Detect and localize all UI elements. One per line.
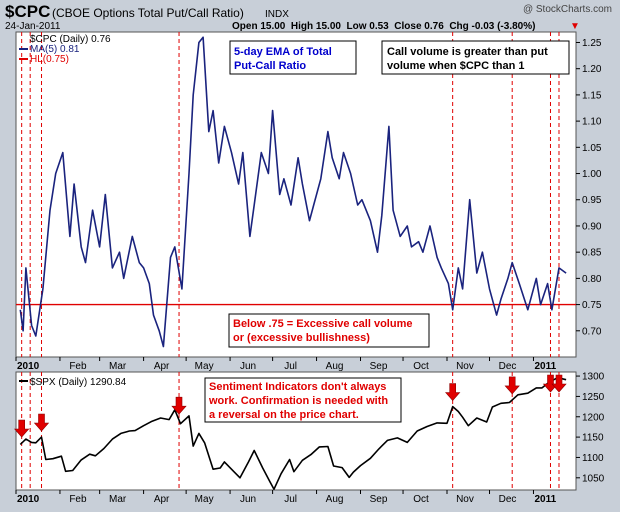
- quote-line: Open 15.00 High 15.00 Low 0.53 Close 0.7…: [232, 21, 535, 32]
- x-bottom-label: Jun: [240, 494, 256, 505]
- y-top-tick-label: 0.70: [582, 326, 602, 337]
- sentiment-annotation-box: [204, 377, 402, 423]
- ema-annotation-line2: Put-Call Ratio: [234, 60, 306, 72]
- spx-series: [19, 376, 567, 491]
- ema-annotation-line1: 5-day EMA of Total: [234, 46, 332, 58]
- x-top-label: Dec: [499, 361, 517, 372]
- below-annotation-box: [228, 313, 430, 348]
- y-top-tick-label: 0.75: [582, 300, 602, 311]
- quote-arrow-icon: ▼: [570, 21, 580, 32]
- x-bottom-label: 2010: [17, 494, 40, 505]
- y-top-tick-label: 0.80: [582, 274, 602, 285]
- y-top-tick-label: 0.85: [582, 248, 602, 259]
- y-top-tick-label: 1.05: [582, 143, 602, 154]
- legend-hl: HL(0.75): [30, 54, 69, 65]
- signal-arrow-icon: [14, 419, 30, 438]
- call-volume-annotation: Call volume is greater than put volume w…: [381, 40, 570, 75]
- y-bottom-tick-label: 1150: [582, 433, 604, 444]
- x-top-label: Nov: [456, 361, 474, 372]
- call-volume-box: [381, 40, 570, 75]
- y-axis-bottom: 1050 1100 1150 1200 1250 1300: [576, 372, 605, 484]
- signal-arrow-icon: [504, 376, 520, 395]
- x-top-label: 2011: [534, 361, 556, 372]
- x-top-label: Oct: [413, 361, 429, 372]
- y-top-tick-label: 1.15: [582, 90, 602, 101]
- top-legend: $CPC (Daily) 0.76 MA(5) 0.81 HL(0.75): [19, 34, 111, 65]
- x-bottom-label: Apr: [154, 494, 170, 505]
- bottom-legend: $SPX (Daily) 1290.84: [19, 377, 127, 388]
- sentiment-line2: work. Confirmation is needed with: [208, 395, 388, 407]
- signal-arrow-icon: [551, 374, 567, 393]
- legend-ma: MA(5) 0.81: [30, 44, 80, 55]
- legend-spx: $SPX (Daily) 1290.84: [30, 377, 127, 388]
- symbol-title: $CPC: [5, 2, 50, 21]
- y-top-tick-label: 1.20: [582, 64, 602, 75]
- x-bottom-label: Feb: [69, 494, 87, 505]
- x-top-label: Apr: [154, 361, 170, 372]
- ema-annotation-box: [229, 40, 357, 75]
- watermark: @ StockCharts.com: [523, 4, 612, 15]
- x-bottom-label: Dec: [499, 494, 517, 505]
- top-panel: [15, 31, 577, 358]
- symbol-name: (CBOE Options Total Put/Call Ratio): [52, 6, 244, 20]
- x-bottom-label: Aug: [326, 494, 344, 505]
- x-top-label: Sep: [370, 361, 388, 372]
- legend-cpc: $CPC (Daily) 0.76: [30, 34, 111, 45]
- x-bottom-label: Oct: [413, 494, 429, 505]
- y-top-tick-label: 0.95: [582, 195, 602, 206]
- cpc-ma5-line: [19, 36, 567, 348]
- y-bottom-tick-label: 1200: [582, 412, 605, 423]
- y-top-tick-label: 1.00: [582, 169, 602, 180]
- x-top-label: May: [195, 361, 214, 372]
- signal-arrow-icon: [445, 383, 461, 402]
- below-annotation-line2: or (excessive bullishness): [233, 332, 370, 344]
- sentiment-line1: Sentiment Indicators don't always: [209, 381, 386, 393]
- vertical-markers-top: [21, 32, 560, 357]
- x-bottom-label: 2011: [534, 494, 556, 505]
- x-top-label: Jul: [284, 361, 297, 372]
- sentiment-annotation: Sentiment Indicators don't always work. …: [204, 377, 402, 423]
- y-bottom-tick-label: 1300: [582, 372, 605, 383]
- y-bottom-tick-label: 1250: [582, 392, 605, 403]
- cpc-series: [19, 36, 567, 348]
- x-top-label: 2010: [17, 361, 40, 372]
- call-volume-line2: volume when $CPC than 1: [387, 60, 525, 72]
- y-top-tick-label: 1.10: [582, 117, 602, 128]
- y-top-tick-label: 1.25: [582, 38, 602, 49]
- x-axis-top: 2010 Feb Mar Apr May Jun Jul Aug Sep Oct Nov Dec 201…: [15, 357, 557, 372]
- y-axis-top: 0.70 0.75 0.80 0.85 0.90 0.95 1.00 1.05 1.10 1.15…: [576, 38, 602, 337]
- x-top-label: Aug: [326, 361, 344, 372]
- x-bottom-label: Mar: [109, 494, 127, 505]
- y-bottom-tick-label: 1100: [582, 453, 604, 464]
- x-top-label: Mar: [109, 361, 127, 372]
- x-bottom-label: Nov: [456, 494, 474, 505]
- sentiment-line3: a reversal on the price chart.: [209, 409, 359, 421]
- below-annotation: Below .75 = Excessive call volume or (ex…: [228, 313, 430, 348]
- below-annotation-line1: Below .75 = Excessive call volume: [233, 318, 412, 330]
- y-top-tick-label: 0.90: [582, 221, 602, 232]
- x-bottom-label: Sep: [370, 494, 388, 505]
- x-top-label: Jun: [240, 361, 256, 372]
- x-bottom-label: May: [195, 494, 214, 505]
- ema-annotation: 5-day EMA of Total Put-Call Ratio: [229, 40, 357, 75]
- x-axis-bottom: 2010 Feb Mar Apr May Jun Jul Aug Sep Oct Nov Dec 201…: [15, 490, 557, 505]
- exchange-label: INDX: [265, 9, 289, 20]
- signal-arrows: [14, 374, 567, 438]
- date-label: 24-Jan-2011: [5, 21, 61, 32]
- call-volume-line1: Call volume is greater than put: [387, 46, 548, 58]
- signal-arrow-icon: [171, 396, 187, 415]
- spx-price-line: [19, 376, 567, 491]
- x-top-label: Feb: [69, 361, 87, 372]
- signal-arrow-icon: [33, 413, 50, 432]
- y-bottom-tick-label: 1050: [582, 473, 605, 484]
- x-bottom-label: Jul: [284, 494, 297, 505]
- signal-arrow-icon: [542, 374, 559, 393]
